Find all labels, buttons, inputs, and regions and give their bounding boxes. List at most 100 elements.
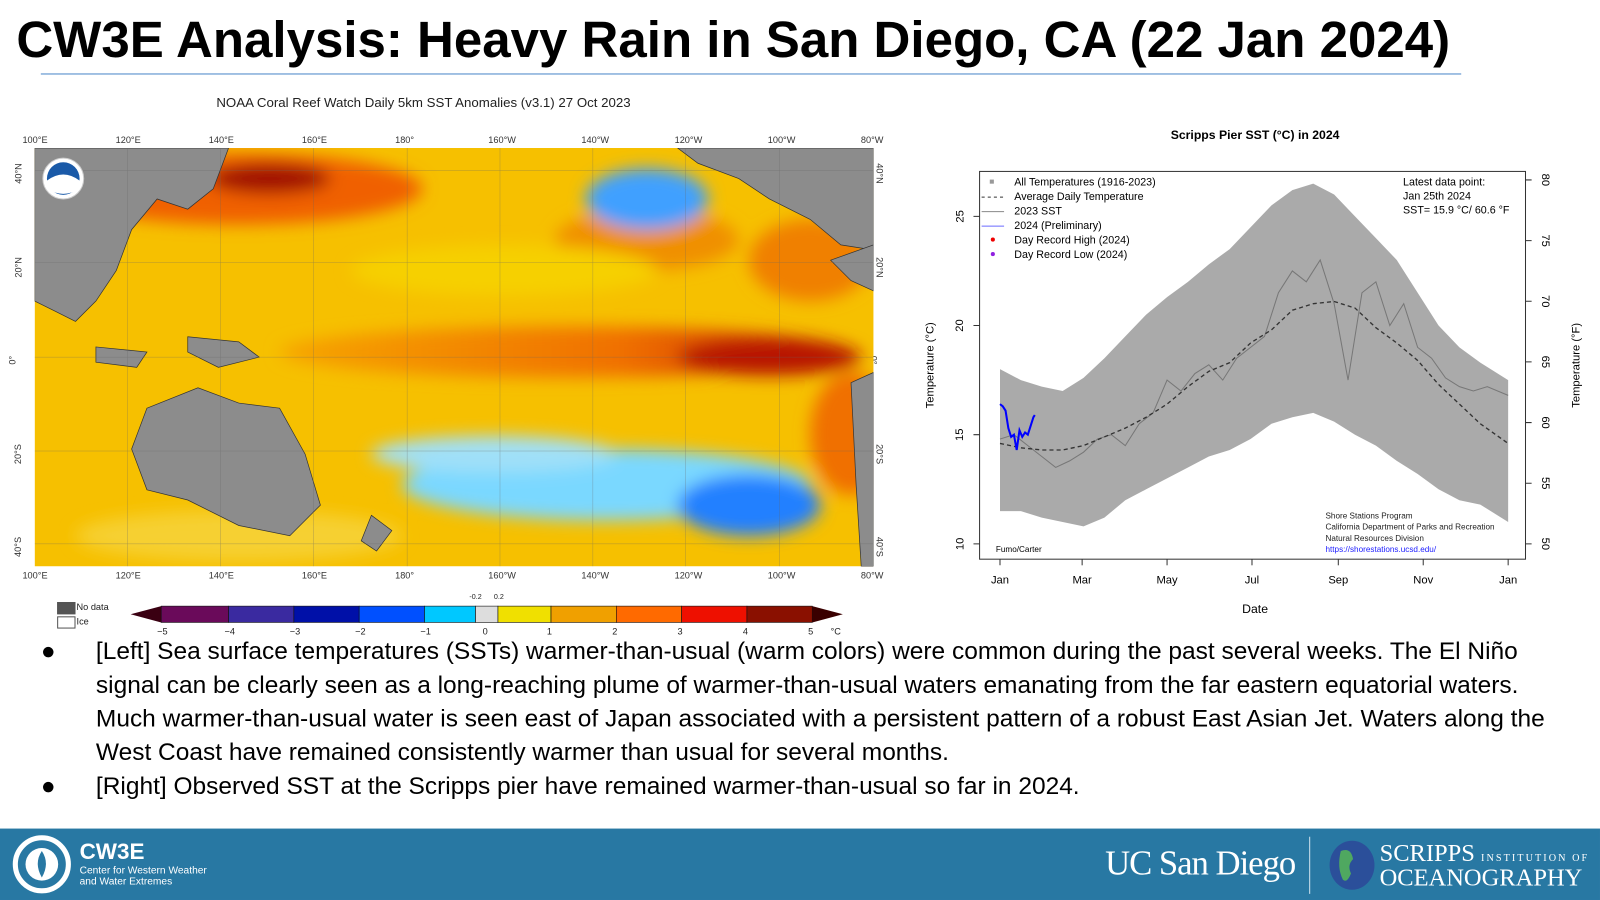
ice-swatch <box>57 616 76 629</box>
bullet-list: ● [Left] Sea surface temperatures (SSTs) … <box>41 635 1582 803</box>
lat-label: 40°S <box>874 536 885 557</box>
lon-label: 140°W <box>581 570 610 581</box>
colorbar-tick: 3 <box>677 626 683 637</box>
legend-entry: 2023 SST <box>1014 206 1062 218</box>
colorbar-tick: 5 <box>808 626 814 637</box>
lon-label: 120°E <box>115 134 141 145</box>
globe-icon <box>1329 840 1375 890</box>
title-divider <box>40 73 1462 75</box>
y-right-tick-label: 75 <box>1539 234 1551 246</box>
lat-label: 0° <box>7 355 18 365</box>
lon-label: 140°W <box>581 134 610 145</box>
y-tick-label: 15 <box>954 428 966 440</box>
credits-line: Shore Stations Program <box>1325 511 1412 520</box>
lon-label: 100°E <box>22 134 48 145</box>
all-temperatures-envelope <box>999 183 1509 527</box>
credits-line: California Department of Parks and Recre… <box>1325 523 1494 532</box>
colorbar-tick: −1 <box>420 626 431 637</box>
page-title: CW3E Analysis: Heavy Rain in San Diego, … <box>16 11 1451 69</box>
lat-label: 40°S <box>13 536 24 557</box>
lat-label: 40°N <box>874 163 885 184</box>
lat-label: 40°N <box>13 163 24 184</box>
colorbar-tick-small: -0.2 <box>469 593 482 602</box>
cw3e-logo-icon <box>12 835 71 894</box>
colorbar-bin <box>616 605 682 623</box>
x-tick-label: Jan <box>1499 575 1517 587</box>
ice-label: Ice <box>76 616 89 627</box>
y-right-tick-label: 50 <box>1539 538 1551 550</box>
lon-label: 140°E <box>208 134 234 145</box>
lat-label: 20°S <box>13 443 24 464</box>
series-2023-sst <box>999 258 1509 469</box>
bullet-left: ● [Left] Sea surface temperatures (SSTs) … <box>40 637 1545 767</box>
lon-label: 160°W <box>488 134 516 145</box>
cw3e-name: CW3E <box>79 838 145 865</box>
y-right-tick-label: 80 <box>1539 174 1551 186</box>
colorbar-bin <box>681 605 748 623</box>
colorbar-tick: 2 <box>612 626 618 637</box>
legend-swatch <box>990 237 995 242</box>
legend-swatch <box>989 179 994 184</box>
land-masses <box>34 147 874 567</box>
y-right-axis-label: Temperature (°F) <box>1571 323 1583 408</box>
colorbar-bin <box>746 605 813 623</box>
credits-line: Natural Resources Division <box>1325 534 1423 543</box>
legend-entry: Average Daily Temperature <box>1014 191 1143 203</box>
chart-title: Scripps Pier SST (°C) in 2024 <box>1171 128 1340 142</box>
y-tick-label: 20 <box>954 319 966 331</box>
colorbar-arrow-low <box>130 606 162 623</box>
latest-data-point: Jan 25th 2024 <box>1403 190 1471 202</box>
lon-label: 160°W <box>488 570 516 581</box>
x-tick-label: May <box>1156 575 1178 587</box>
colorbar-tick: 0 <box>482 626 488 637</box>
credits-link: https://shorestations.ucsd.edu/ <box>1325 545 1436 554</box>
x-tick-label: Nov <box>1413 575 1433 587</box>
plot-frame <box>979 170 1527 560</box>
y-tick-label: 25 <box>954 210 966 222</box>
ucsd-logo: UC San Diego <box>1105 844 1296 883</box>
legend-swatch <box>990 252 995 257</box>
y-right-tick-label: 65 <box>1539 356 1551 368</box>
colorbar-unit: °C <box>830 626 841 637</box>
legend-entry: Day Record High (2024) <box>1014 235 1129 247</box>
colorbar-bin <box>475 605 499 623</box>
lon-label: 100°E <box>22 570 48 581</box>
lon-label: 160°E <box>301 134 328 145</box>
y-axis-label: Temperature (°C) <box>925 322 937 408</box>
colorbar-bin <box>550 605 617 623</box>
latest-data-point: SST= 15.9 °C/ 60.6 °F <box>1403 204 1510 216</box>
series-2024-preliminary <box>999 403 1036 451</box>
scripps-logo-line2: OCEANOGRAPHY <box>1379 865 1583 892</box>
colorbar-bin <box>293 605 360 623</box>
legend-entry: Day Record Low (2024) <box>1014 249 1127 261</box>
chart-author: Fumo/Carter <box>996 545 1042 554</box>
x-tick-label: Jan <box>991 575 1009 587</box>
x-axis-label: Date <box>1242 602 1268 616</box>
noaa-logo <box>42 157 85 200</box>
colorbar-bin <box>160 605 229 623</box>
scripps-logo-line1: SCRIPPS INSTITUTION OF <box>1379 840 1590 868</box>
no-data-label: No data <box>76 602 109 613</box>
sst-anomaly-map <box>34 147 874 567</box>
lon-label: 80°W <box>860 570 884 581</box>
colorbar-tick: −4 <box>224 626 235 637</box>
colorbar-arrow-high <box>812 606 843 623</box>
bullet-right: ● [Right] Observed SST at the Scripps pie… <box>40 772 1080 800</box>
colorbar-tick: −2 <box>355 626 366 637</box>
lon-label: 100°W <box>767 570 796 581</box>
lon-label: 120°W <box>674 134 703 145</box>
colorbar-bin <box>424 605 476 623</box>
x-tick-label: Jul <box>1245 575 1259 587</box>
lon-label: 120°E <box>115 570 141 581</box>
latest-data-point: Latest data point: <box>1403 177 1485 189</box>
lon-label: 100°W <box>767 134 796 145</box>
lon-label: 180° <box>395 570 415 581</box>
colorbar-bin <box>358 605 425 623</box>
lon-label: 80°W <box>860 134 884 145</box>
colorbar-bin <box>497 605 552 623</box>
lon-label: 160°E <box>301 570 328 581</box>
map-title: NOAA Coral Reef Watch Daily 5km SST Anom… <box>216 94 631 111</box>
colorbar-tick: −3 <box>289 626 301 637</box>
y-right-tick-label: 55 <box>1539 477 1551 489</box>
x-tick-label: Mar <box>1072 575 1092 587</box>
